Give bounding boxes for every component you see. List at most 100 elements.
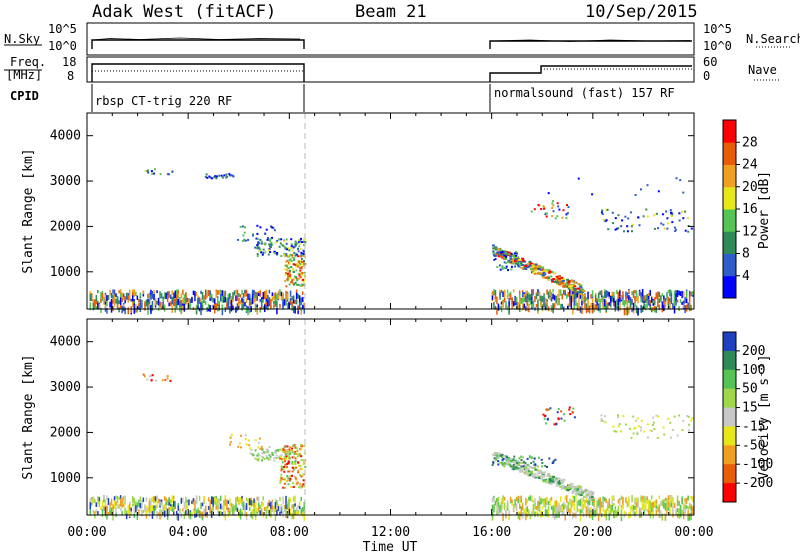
velocity-echo-cell (155, 379, 158, 382)
power-echo-cell (642, 215, 645, 218)
velocity-echo-cell (254, 508, 257, 516)
power-echo-cell (150, 170, 153, 173)
velocity-echo-cell (653, 428, 656, 430)
power-echo-cell (265, 302, 268, 306)
velocity-echo-cell (173, 507, 175, 515)
power-echo-cell (270, 241, 273, 244)
power-echo-cell (159, 173, 162, 176)
power-echo-cell (517, 265, 521, 268)
velocity-echo-cell (611, 508, 613, 513)
power-echo-cell (225, 173, 228, 176)
power-echo-cell (596, 300, 598, 306)
velocity-echo-cell (634, 506, 636, 510)
velocity-echo-cell (113, 502, 116, 506)
power-echo-cell (115, 293, 117, 298)
velocity-echo-cell (532, 466, 536, 469)
velocity-echo-cell (644, 499, 647, 506)
power-echo-cell (291, 279, 294, 282)
velocity-echo-cell (300, 508, 302, 515)
velocity-echo-cell (282, 450, 285, 453)
velocity-echo-cell (195, 495, 198, 503)
power-echo-cell (542, 276, 546, 279)
time-tick-label: 12:00 (371, 525, 410, 540)
power-echo-cell (687, 230, 690, 233)
power-echo-cell (678, 219, 681, 222)
power-echo-cell (560, 276, 564, 279)
velocity-echo-cell (304, 466, 307, 468)
velocity-echo-cell (512, 465, 515, 468)
velocity-echo-cell (501, 461, 503, 464)
velocity-echo-cell (292, 496, 295, 502)
power-echo-cell (232, 292, 234, 300)
velocity-echo-cell (520, 495, 522, 503)
velocity-echo-cell (672, 505, 674, 513)
velocity-echo-cell (258, 454, 261, 457)
velocity-echo-cell (500, 498, 503, 506)
power-echo-cell (669, 298, 671, 305)
power-echo-cell (625, 291, 627, 299)
velocity-echo-cell (529, 456, 531, 459)
power-echo-cell (643, 305, 645, 310)
velocity-echo-cell (273, 506, 275, 514)
velocity-echo-cell (523, 509, 525, 513)
power-echo-cell (549, 289, 551, 297)
velocity-echo-cell (568, 484, 572, 487)
velocity-echo-cell (284, 445, 287, 448)
velocity-echo-cell (613, 495, 615, 502)
power-echo-cell (673, 300, 676, 307)
velocity-echo-cell (563, 509, 565, 516)
power-echo-cell (499, 305, 501, 310)
power-echo-cell (626, 299, 629, 307)
velocity-echo-cell (531, 475, 535, 478)
velocity-echo-cell (673, 415, 676, 418)
velocity-echo-cell (576, 503, 579, 511)
power-echo-cell (604, 291, 606, 298)
power-echo-cell (492, 250, 495, 253)
velocity-echo-cell (223, 509, 225, 518)
power-echo-cell (602, 218, 605, 221)
velocity-echo-cell (564, 488, 568, 491)
velocity-echo-cell (525, 468, 528, 471)
power-echo-cell (295, 283, 298, 286)
velocity-echo-cell (261, 452, 264, 455)
velocity-echo-cell (503, 502, 506, 511)
power-echo-cell (291, 301, 293, 307)
power-echo-cell (174, 298, 176, 307)
power-echo-cell (617, 298, 620, 306)
velocity-ytick-label: 3000 (50, 380, 81, 395)
power-echo-cell (649, 300, 651, 305)
velocity-echo-cell (282, 468, 285, 471)
velocity-echo-cell (561, 505, 563, 512)
velocity-echo-cell (168, 497, 170, 503)
power-echo-cell (584, 301, 586, 308)
power-echo-cell (279, 242, 282, 245)
power-echo-cell (162, 298, 164, 302)
velocity-echo-cell (492, 461, 495, 464)
velocity-echo-cell (648, 503, 650, 511)
power-echo-cell (106, 308, 108, 314)
power-echo-cell (127, 295, 129, 301)
velocity-echo-cell (297, 461, 300, 464)
velocity-echo-cell (682, 419, 685, 422)
velocity-echo-cell (197, 509, 199, 514)
power-echo-cell (510, 261, 513, 264)
power-echo-cell (300, 241, 303, 244)
power-echo-cell (629, 301, 632, 308)
power-echo-cell (258, 291, 260, 295)
velocity-echo-cell (217, 506, 219, 514)
velocity-echo-cell (286, 501, 289, 505)
velocity-echo-cell (227, 500, 230, 504)
power-echo-cell (509, 294, 512, 301)
power-echo-cell (503, 251, 506, 254)
power-echo-cell (270, 300, 272, 307)
power-echo-cell (648, 292, 650, 299)
velocity-echo-cell (547, 510, 550, 518)
velocity-echo-cell (558, 503, 560, 511)
velocity-echo-cell (224, 495, 227, 500)
power-echo-cell (197, 305, 199, 310)
velocity-echo-cell (512, 461, 516, 463)
power-echo-cell (247, 293, 249, 300)
power-echo-cell (152, 172, 155, 175)
power-echo-cell (204, 289, 207, 294)
velocity-echo-cell (575, 486, 579, 489)
